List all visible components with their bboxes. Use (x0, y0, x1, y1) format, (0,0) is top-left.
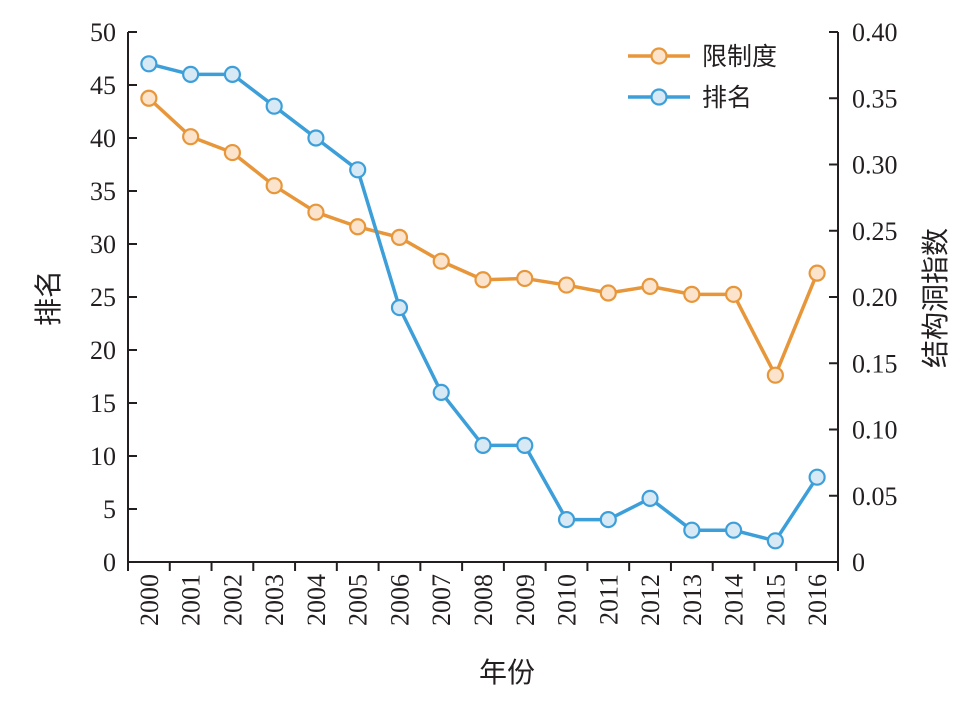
legend-marker (650, 47, 668, 65)
data-point (307, 203, 325, 221)
y-axis-right-title: 结构洞指数 (920, 228, 952, 368)
data-point (223, 143, 242, 162)
x-tick-label: 2010 (553, 574, 582, 626)
data-point (432, 252, 450, 270)
y-left-tick-label: 50 (90, 18, 116, 47)
data-point (307, 129, 325, 147)
data-point (516, 269, 534, 288)
data-point (390, 299, 409, 317)
legend-marker (650, 88, 668, 106)
series-restriction (140, 89, 826, 384)
x-tick-label: 2006 (385, 574, 414, 626)
data-point (140, 55, 158, 73)
data-point (516, 436, 534, 454)
y-left-tick-label: 5 (103, 495, 116, 524)
series-line (148, 62, 819, 543)
y-right-tick-label: 0.40 (852, 18, 898, 47)
y-left-tick-label: 40 (90, 124, 116, 153)
data-point (182, 65, 200, 84)
x-tick-label: 2014 (720, 574, 749, 626)
data-point (557, 510, 576, 529)
data-point (724, 285, 743, 303)
series-line (147, 96, 819, 377)
data-point (265, 177, 283, 195)
y-right-tick-label: 0.25 (852, 217, 898, 246)
x-tick-label: 2016 (803, 574, 832, 626)
data-point (432, 383, 450, 401)
y-right-tick-label: 0.15 (852, 349, 898, 378)
x-tick-label: 2001 (177, 574, 206, 626)
legend-label: 排名 (702, 84, 752, 112)
data-point (766, 532, 784, 550)
y-left-tick-label: 10 (90, 442, 116, 471)
data-point (349, 161, 367, 179)
y-right-tick-label: 0.35 (852, 84, 898, 113)
y-left-tick-label: 15 (90, 389, 116, 418)
data-point (223, 65, 242, 84)
x-tick-label: 2011 (594, 574, 623, 625)
data-point (808, 468, 826, 486)
x-tick-label: 2013 (678, 574, 707, 626)
data-point (808, 264, 826, 282)
data-point (390, 228, 409, 246)
data-point (474, 436, 492, 454)
legend-entry: 限制度 (628, 43, 777, 71)
x-tick-label: 2005 (344, 574, 373, 626)
x-tick-label: 2004 (302, 574, 331, 626)
data-point (641, 489, 659, 507)
x-tick-label: 2009 (511, 574, 540, 626)
y-right-tick-label: 0 (852, 548, 865, 577)
data-point (683, 285, 701, 303)
data-point (683, 521, 701, 539)
data-point (349, 218, 367, 236)
data-point (265, 97, 283, 115)
y-left-tick-label: 25 (90, 283, 116, 312)
y-left-tick-label: 30 (90, 230, 116, 259)
y-right-tick-label: 0.05 (852, 482, 898, 511)
y-right-tick-label: 0.10 (852, 416, 898, 445)
data-point (599, 284, 617, 302)
axes: 0 5 10 15 20 25 30 35 40 45 50 0 0.05 0.10 0.15 0.20 0.2… (90, 18, 898, 626)
series-rank (140, 55, 826, 550)
x-tick-label: 2012 (636, 574, 665, 626)
y-right-tick-label: 0.30 (852, 151, 898, 180)
x-tick-label: 2007 (427, 574, 456, 626)
data-point (724, 521, 743, 539)
data-point (766, 366, 784, 384)
data-point (474, 271, 492, 289)
x-tick-label: 2003 (260, 574, 289, 626)
data-point (182, 128, 200, 146)
x-tick-label: 2008 (469, 574, 498, 626)
x-axis-title: 年份 (479, 657, 535, 689)
data-point (557, 276, 576, 294)
legend-label: 限制度 (702, 43, 777, 71)
data-point (599, 510, 617, 529)
x-tick-label: 2002 (218, 574, 247, 626)
y-axis-left-title: 排名 (33, 270, 65, 326)
y-left-tick-label: 35 (90, 177, 116, 206)
x-tick-label: 2000 (135, 574, 164, 626)
y-left-tick-label: 0 (103, 548, 116, 577)
y-right-tick-label: 0.20 (852, 283, 898, 312)
data-point (641, 277, 659, 295)
y-left-tick-label: 45 (90, 71, 116, 100)
series-layer (140, 55, 826, 550)
legend-entry: 排名 (628, 84, 752, 112)
y-left-tick-label: 20 (90, 336, 116, 365)
data-point (140, 89, 158, 107)
x-tick-label: 2015 (761, 574, 790, 626)
